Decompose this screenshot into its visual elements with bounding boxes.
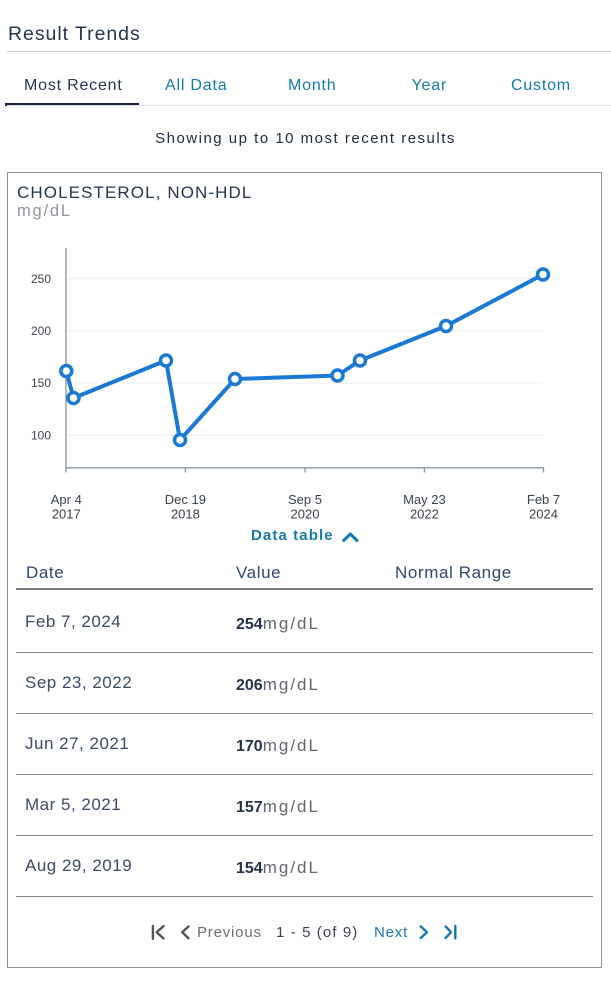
svg-text:2018: 2018 — [171, 507, 200, 522]
svg-text:2020: 2020 — [291, 507, 320, 522]
svg-text:Feb 7: Feb 7 — [527, 492, 560, 507]
svg-text:Sep 5: Sep 5 — [288, 492, 322, 507]
svg-text:250: 250 — [31, 272, 51, 286]
svg-text:100: 100 — [31, 428, 51, 442]
svg-text:2022: 2022 — [410, 507, 439, 522]
svg-text:200: 200 — [31, 324, 51, 338]
svg-text:2017: 2017 — [52, 507, 81, 522]
svg-text:Apr 4: Apr 4 — [51, 492, 82, 507]
svg-text:150: 150 — [31, 376, 51, 390]
svg-text:2024: 2024 — [529, 507, 558, 522]
svg-text:Dec 19: Dec 19 — [165, 492, 206, 507]
svg-text:May 23: May 23 — [403, 492, 446, 507]
